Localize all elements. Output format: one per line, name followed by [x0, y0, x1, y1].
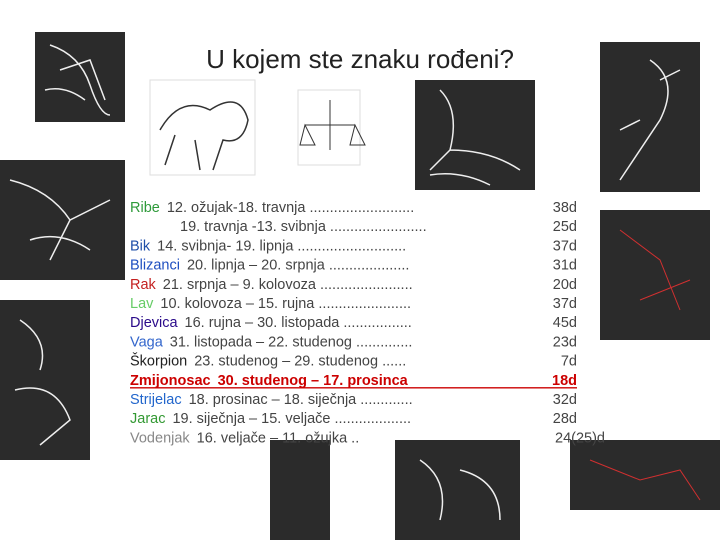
image [270, 440, 330, 540]
sign-row: Jarac 19. siječnja – 15. veljače ........… [130, 411, 411, 427]
sign-row: Zmijonosac 30. studenog – 17. prosinca [130, 373, 409, 389]
drawing [619, 229, 691, 311]
date-range: 18. prosinac – 18. siječnja ............… [189, 392, 413, 408]
drawing [419, 459, 501, 521]
image [600, 42, 700, 192]
image [600, 210, 710, 340]
sign-row: Bik 14. svibnja- 19. lipnja .............… [130, 238, 406, 254]
sign-name: Bik [130, 238, 151, 254]
date-range: 20. lipnja – 20. srpnja ................… [187, 258, 409, 274]
day-count: 18d [552, 373, 577, 389]
sign-row: Vodenjak 16. veljače – 11. ožujka .. [130, 430, 359, 446]
sign-name: Vaga [130, 334, 164, 350]
day-count: 37d [553, 296, 577, 312]
day-count: 38d [553, 200, 577, 216]
drawing [589, 459, 701, 501]
image [0, 160, 125, 280]
drawing [9, 179, 111, 261]
drawing [44, 44, 111, 116]
sign-name: Vodenjak [130, 430, 190, 446]
sign-name: Djevica [130, 315, 178, 331]
image [35, 32, 125, 122]
sign-name: Škorpion [130, 353, 187, 370]
date-range: 19. siječnja – 15. veljače .............… [172, 411, 411, 427]
drawing [299, 100, 366, 150]
sign-row: Škorpion 23. studenog – 29. studenog ....… [130, 353, 406, 370]
sign-name: Jarac [130, 411, 165, 427]
date-range: 30. studenog – 17. prosinca [218, 373, 409, 389]
image [570, 440, 720, 510]
day-count: 25d [553, 219, 577, 235]
sign-name: Ribe [130, 200, 160, 216]
sign-row: 19. travnja -13. svibnja ...............… [180, 219, 427, 235]
date-range: 14. svibnja- 19. lipnja ................… [157, 238, 406, 254]
day-count: 7d [561, 354, 577, 370]
sign-name: Blizanci [130, 258, 180, 274]
sign-row: Djevica 16. rujna – 30. listopada .......… [130, 315, 412, 331]
date-range: 16. rujna – 30. listopada ..............… [185, 315, 412, 331]
drawing [619, 59, 681, 181]
date-range: 23. studenog – 29. studenog ...... [194, 354, 406, 370]
sign-row: Strijelac 18. prosinac – 18. siječnja ...… [130, 392, 413, 408]
date-range: 21. srpnja – 9. kolovoza ...............… [163, 277, 413, 293]
image [297, 89, 361, 166]
image [0, 300, 90, 460]
sign-row: Ribe 12. ožujak-18. travnja .............… [130, 200, 414, 216]
sign-name: Zmijonosac [130, 373, 211, 389]
date-range: 19. travnja -13. svibnja ...............… [180, 219, 427, 235]
sign-name: Strijelac [130, 392, 182, 408]
day-count: 20d [553, 277, 577, 293]
day-count: 24(25)d [555, 430, 605, 446]
constellation-images [0, 32, 720, 540]
date-range: 10. kolovoza – 15. rujna ...............… [160, 296, 411, 312]
day-count: 28d [553, 411, 577, 427]
image [395, 440, 520, 540]
sign-list: Ribe 12. ožujak-18. travnja .............… [130, 200, 605, 446]
day-count: 32d [553, 392, 577, 408]
drawing [429, 89, 521, 186]
sign-row: Vaga 31. listopada – 22. studenog .......… [130, 334, 412, 350]
day-count: 45d [553, 315, 577, 331]
slide-title: U kojem ste znaku rođeni? [206, 44, 514, 74]
date-range: 16. veljače – 11. ožujka .. [197, 430, 360, 446]
image [415, 80, 535, 190]
date-range: 12. ožujak-18. travnja .................… [167, 200, 414, 216]
sign-name: Rak [130, 277, 157, 293]
day-count: 23d [553, 334, 577, 350]
drawing [14, 319, 71, 446]
sign-row: Lav 10. kolovoza – 15. rujna ............… [130, 296, 411, 312]
sign-row: Rak 21. srpnja – 9. kolovoza ............… [130, 277, 413, 293]
drawing [159, 101, 249, 171]
sign-row: Blizanci 20. lipnja – 20. srpnja ........… [130, 258, 409, 274]
sign-name: Lav [130, 296, 154, 312]
date-range: 31. listopada – 22. studenog ...........… [170, 334, 413, 350]
day-count: 31d [553, 258, 577, 274]
day-count: 37d [553, 238, 577, 254]
